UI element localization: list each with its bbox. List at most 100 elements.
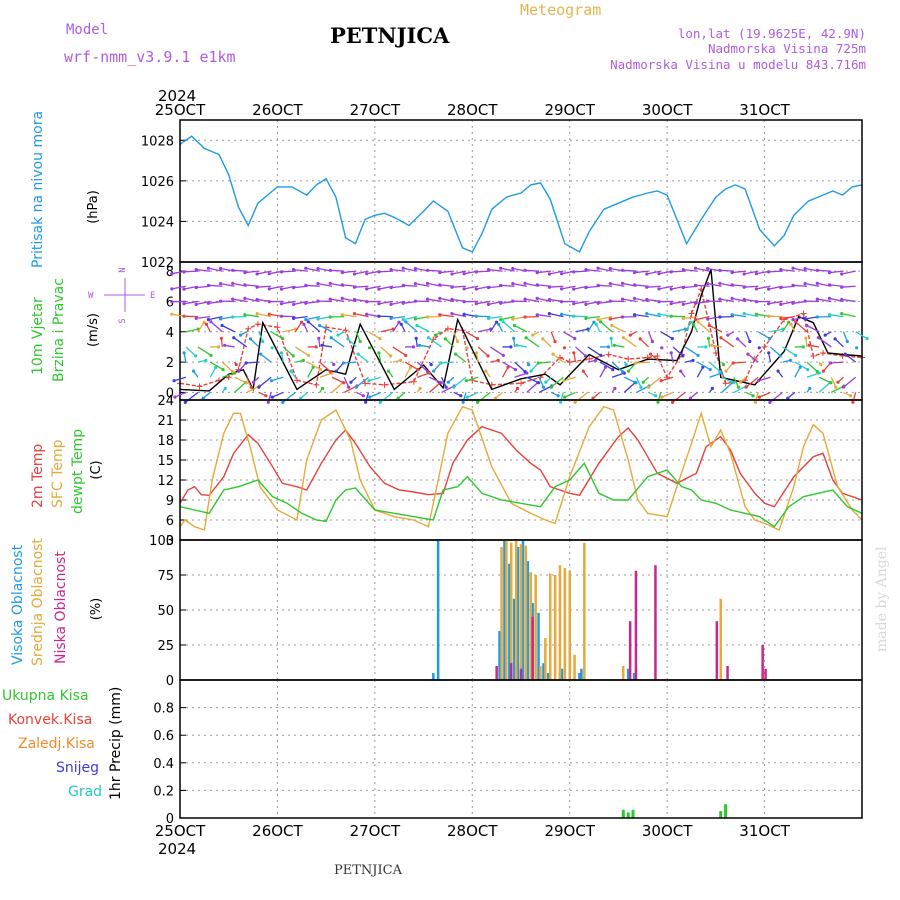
- wind-arrow-head: [292, 302, 296, 306]
- wind-arrow: [639, 338, 650, 348]
- wind-arrow-head: [439, 381, 443, 385]
- wind-arrow-head: [426, 281, 430, 285]
- x-tick-label-bottom: 30OCT: [642, 822, 693, 840]
- wind-arrow-head: [378, 400, 382, 404]
- wind-arrow: [563, 376, 576, 382]
- wind-arrow-head: [627, 369, 631, 373]
- panel-frame: [179, 679, 863, 819]
- wind-arrow: [330, 337, 345, 348]
- wind-arrow-head: [706, 317, 710, 321]
- wind-arrow-head: [594, 358, 598, 362]
- wind-arrow: [453, 376, 467, 388]
- wind-arrow: [368, 376, 381, 382]
- model-name: wrf-nmm_v3.9.1 e1km: [64, 48, 236, 66]
- wind-arrow: [648, 331, 654, 342]
- wind-arrow-head: [476, 400, 480, 404]
- wind-arrow-head: [328, 315, 332, 319]
- wind-arrow: [355, 376, 369, 388]
- wind-arrow-head: [446, 380, 450, 384]
- wind-arrow: [234, 382, 246, 393]
- wind-arrow-head: [304, 266, 308, 270]
- wind-arrow: [841, 312, 856, 318]
- cloud-ylabel-mid: Srednja Oblacnost: [30, 538, 46, 666]
- wind-arrow: [514, 372, 528, 378]
- wind-arrow-head: [596, 283, 600, 287]
- wind-arrow: [597, 315, 613, 321]
- wind-arrow: [256, 312, 272, 318]
- model-label: Model: [66, 22, 108, 38]
- x-tick-label-bottom: 28OCT: [447, 822, 498, 840]
- wind-arrow-head: [535, 271, 539, 275]
- wind-arrow-head: [418, 386, 422, 390]
- wind-arrow-head: [829, 361, 833, 365]
- wind-arrow: [269, 285, 284, 290]
- x-tick-label-bottom: 29OCT: [544, 822, 595, 840]
- y-tick-label: 75: [157, 569, 174, 584]
- pressure-ylabel: Pritisak na nivou mora: [30, 111, 46, 268]
- wind-arrow: [463, 285, 479, 290]
- wind-arrow-head: [815, 268, 819, 272]
- wind-arrow-head: [815, 315, 819, 319]
- wind-arrow-head: [645, 297, 649, 302]
- wind-arrow: [343, 376, 350, 388]
- wind-arrow-head: [413, 266, 417, 271]
- wind-arrow-head: [584, 302, 588, 306]
- wind-arrow: [769, 346, 781, 357]
- wind-arrow-head: [730, 296, 734, 300]
- wind-panel: 0 2 4 6 8: [166, 261, 869, 404]
- wind-arrow-head: [608, 282, 612, 286]
- wind-arrow-head: [266, 400, 270, 404]
- wind-arrow-head: [573, 337, 577, 341]
- temp-ylabel2: SFC Temp: [50, 439, 66, 508]
- x-tick-label-top: 30OCT: [642, 101, 693, 119]
- wind-arrow-head: [377, 287, 381, 291]
- total_precip-bar: [631, 809, 635, 818]
- wind-arrow-head: [560, 312, 564, 316]
- x-axis-bottom: 25OCT 26OCT 27OCT 28OCT 29OCT 30OCT 31OCT: [155, 822, 791, 840]
- temp2m-line: [179, 425, 863, 508]
- wind-arrow: [208, 267, 223, 272]
- wind-arrow: [516, 344, 527, 348]
- wind-arrow-head: [633, 313, 637, 317]
- wind-arrow-head: [821, 369, 826, 373]
- wind-arrow: [695, 284, 710, 287]
- wind-arrow: [307, 321, 321, 333]
- cloud-panel: 0 25 50 75 100: [149, 534, 863, 689]
- wind-arrow-head: [791, 318, 795, 322]
- precipitation-panel: 0 0.2 0.4 0.6 0.8: [153, 679, 863, 827]
- wind-arrow: [197, 346, 212, 356]
- wind-arrow: [514, 361, 526, 373]
- wind-arrow-head: [645, 272, 649, 276]
- wind-arrow: [707, 282, 722, 287]
- wind-arrow-head: [465, 346, 469, 350]
- wind-arrow-head: [691, 358, 695, 362]
- wind-arrow: [429, 376, 442, 384]
- wind-arrow: [658, 285, 674, 290]
- wind-arrow: [646, 312, 661, 318]
- y-tick-label: 0: [166, 674, 174, 689]
- wind-arrow-head: [645, 312, 649, 316]
- wind-arrow-head: [349, 380, 353, 384]
- station-title: PETNJICA: [330, 23, 450, 48]
- wind-arrow-head: [563, 395, 567, 399]
- wind-arrow: [611, 361, 623, 373]
- meteogram-label: Meteogram: [520, 1, 601, 19]
- wind-speed-point: [625, 356, 632, 363]
- wind-arrow: [575, 328, 589, 333]
- wind-arrow-head: [311, 365, 315, 369]
- wind-arrow-head: [316, 299, 320, 303]
- wind-speed-point: [761, 343, 768, 350]
- wind-speed-point: [654, 353, 661, 360]
- mid_cloud-bar: [539, 666, 542, 680]
- low_cloud-bar: [628, 621, 632, 680]
- coords-label: lon,lat (19.9625E, 42.9N): [678, 26, 866, 41]
- wind-arrow: [305, 267, 320, 272]
- wind-arrow-head: [342, 381, 346, 385]
- wind-arrow: [549, 270, 564, 275]
- wind-arrow-head: [669, 314, 673, 318]
- wind-arrow-head: [217, 345, 221, 349]
- wind-arrow: [419, 344, 430, 348]
- wind-arrow: [476, 270, 491, 273]
- wind-arrow-head: [346, 337, 350, 341]
